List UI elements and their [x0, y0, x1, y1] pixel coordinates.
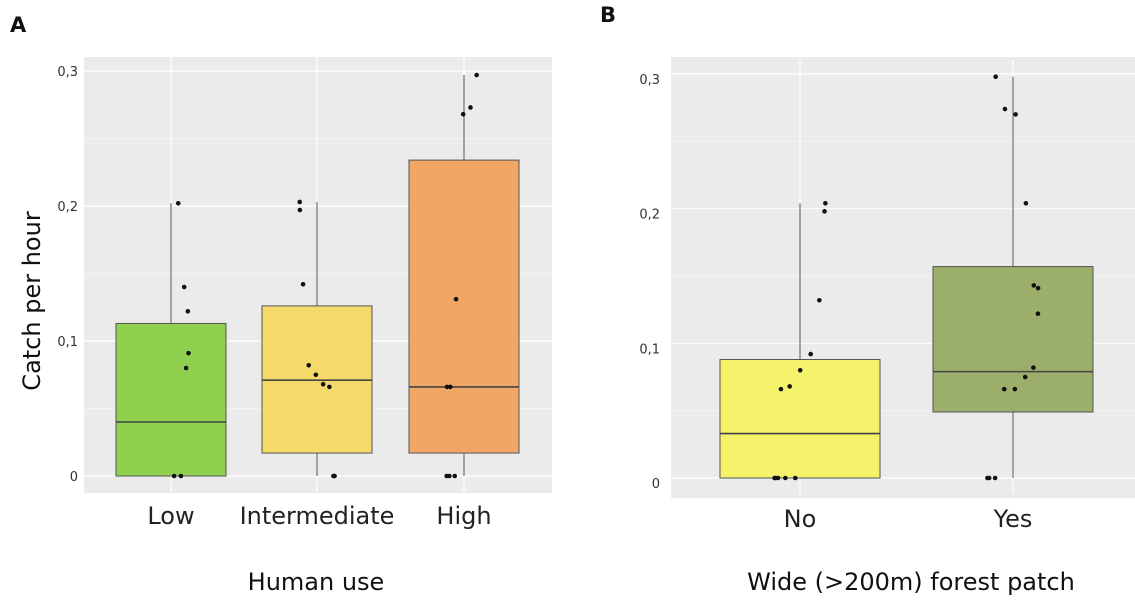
panel-b-y-tick-label: 0: [652, 477, 660, 492]
panel-a-low-data-point: [175, 201, 181, 206]
panel-b-no-data-point: [772, 475, 777, 481]
panel-a-y-axis-title: Catch per hour: [18, 211, 46, 391]
panel-b-yes-data-point: [1002, 106, 1008, 112]
panel-b-no-data-point: [775, 475, 781, 481]
panel-a-high-box: [408, 159, 520, 454]
panel-b-no-data-point: [817, 297, 822, 303]
panel-b-x-axis-title: Wide (>200m) forest patch: [747, 568, 1075, 596]
panel-b-no-data-point: [787, 384, 792, 389]
panel-a-intermediate-data-point: [300, 282, 306, 287]
panel-a-intermediate-data-point: [327, 384, 332, 390]
panel-b-no-data-point: [808, 351, 813, 357]
panel-b-yes-data-point: [1031, 283, 1037, 288]
panel-a-y-tick-label: 0,2: [57, 200, 78, 215]
panel-label-a: A: [10, 13, 27, 37]
panel-a-intermediate-data-point: [306, 363, 312, 368]
panel-a-intermediate-data-point: [320, 381, 326, 387]
panel-a-high-data-point: [447, 384, 453, 390]
panel-a-high-data-point: [444, 384, 450, 390]
panel-a-low-data-point: [186, 350, 191, 356]
panel-b-yes-data-point: [1031, 365, 1036, 370]
panel-b-yes-box: [932, 266, 1094, 413]
panel-b-yes-data-point: [1035, 311, 1041, 317]
panel-b-plot: 0 0,1 0,2 0,3 No Yes: [639, 60, 1135, 533]
panel-b-yes-data-point: [1023, 200, 1029, 206]
panel-label-b: B: [600, 3, 616, 27]
panel-b-y-tick-label: 0,3: [639, 73, 660, 88]
panel-b-y-tick-label: 0,1: [639, 342, 660, 357]
panel-a-low-data-point: [171, 473, 177, 479]
panel-b-y-tick-label: 0,2: [639, 208, 660, 223]
panel-b-no-box: [719, 358, 881, 479]
panel-b-yes-data-point: [1013, 112, 1018, 117]
panel-a-low-data-point: [185, 309, 191, 314]
panel-b-yes-category-label: Yes: [993, 505, 1033, 533]
panel-a-x-axis-title: Human use: [248, 568, 385, 596]
panel-a-low-data-point: [183, 365, 189, 371]
panel-b-yes-data-point: [993, 74, 998, 79]
panel-b-no-category-label: No: [784, 505, 817, 533]
panel-a-high-data-point: [468, 105, 473, 110]
panel-b-yes-data-point: [1012, 386, 1018, 392]
panel-a-low-data-point: [181, 284, 187, 290]
panel-a-y-tick-label: 0,1: [57, 335, 78, 350]
panel-a-high-data-point: [474, 72, 479, 78]
panel-a-y-tick-label: 0,3: [57, 65, 78, 80]
panel-a-intermediate-data-point: [297, 199, 303, 205]
panel-b-yes-data-point: [1022, 374, 1028, 380]
panel-b-no-data-point: [797, 367, 803, 373]
panel-b-no-data-point: [823, 200, 828, 206]
panel-a-high-data-point: [447, 473, 452, 479]
panel-a-intermediate-category-label: Intermediate: [240, 502, 395, 530]
panel-a-high-data-point: [460, 111, 466, 117]
panel-b-yes-data-point: [1001, 386, 1007, 392]
panel-a-low-box: [115, 322, 227, 477]
panel-a-intermediate-data-point: [313, 372, 319, 378]
panel-b-no-data-point: [792, 475, 798, 481]
panel-b-yes-data-point: [985, 475, 990, 481]
panel-a-high-data-point: [453, 296, 459, 302]
panel-a-low-category-label: Low: [147, 502, 194, 530]
panel-a-y-tick-label: 0: [70, 470, 78, 485]
panel-a-intermediate-data-point: [297, 207, 303, 213]
panel-a-high-data-point: [452, 473, 458, 479]
panel-b-no-data-point: [783, 475, 788, 481]
panel-a-low-data-point: [178, 473, 184, 479]
panel-b-no-data-point: [778, 386, 784, 392]
panel-b-no-data-point: [822, 209, 827, 214]
panel-b-yes-data-point: [992, 475, 998, 481]
panel-b-yes-data-point: [1035, 285, 1041, 291]
panel-a-high-category-label: High: [436, 502, 491, 530]
panel-a-plot: 0 0,1 0,2 0,3 Low Intermediate High: [57, 57, 552, 530]
panel-a-intermediate-data-point: [332, 473, 337, 479]
